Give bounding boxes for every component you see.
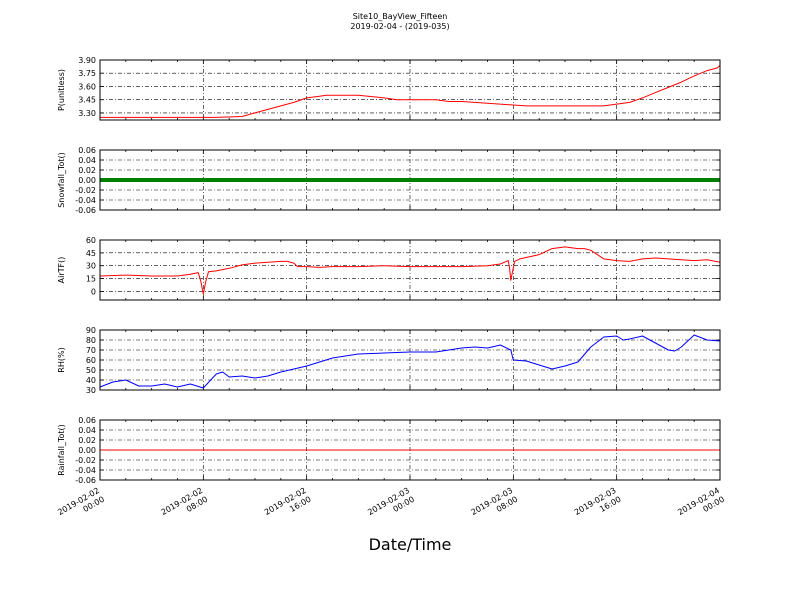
- panel-frame-5: [99, 419, 721, 481]
- y-axis-label-5: Rainfall_Tot(): [57, 424, 66, 476]
- y-tick-label-5-3: 0.02: [78, 436, 96, 445]
- y-tick-label-4-5: 50: [86, 366, 96, 375]
- y-axis-label-1: P(unitless): [57, 69, 66, 111]
- x-tick-label-2: 2019-02-0208:00: [160, 486, 210, 526]
- y-tick-label-5-5: -0.02: [75, 456, 96, 465]
- y-tick-label-4-4: 60: [86, 356, 96, 365]
- panel-frame-4: [99, 329, 721, 391]
- chart-title-line2: 2019-02-04 - (2019-035): [350, 22, 449, 31]
- y-tick-label-2-3: 0.02: [78, 166, 96, 175]
- y-tick-label-4-7: 30: [86, 386, 96, 395]
- panel-1: 3.30 3.45 3.60 3.75 3.90 P(unitless): [57, 56, 721, 121]
- y-tick-label-3-2: 45: [86, 249, 96, 258]
- panel-frame-1: [99, 59, 721, 121]
- y-tick-label-2-2: 0.04: [78, 156, 96, 165]
- y-tick-label-5-1: 0.06: [78, 416, 96, 425]
- x-tick-label-5: 2019-02-0308:00: [470, 486, 520, 526]
- x-tick-label-7: 2019-02-0400:00: [676, 486, 726, 526]
- x-tick-label-6: 2019-02-0316:00: [573, 486, 623, 526]
- y-tick-label-5-7: -0.06: [75, 476, 96, 485]
- y-axis-label-3: AirTF(): [57, 257, 66, 284]
- series-line-1: [100, 64, 721, 118]
- y-tick-label-4-1: 90: [86, 326, 96, 335]
- y-tick-label-2-4: 0.00: [78, 176, 96, 185]
- y-tick-label-3-5: 0: [91, 287, 96, 296]
- panel-3: 60 45 30 15 0 AirTF(): [57, 236, 721, 301]
- y-tick-label-2-1: 0.06: [78, 146, 96, 155]
- panel-frame-3: [99, 239, 721, 301]
- y-tick-label-5-4: 0.00: [78, 446, 96, 455]
- y-tick-label-1-4: 3.75: [78, 69, 96, 78]
- y-axis-label-4: RH(%): [57, 347, 66, 372]
- panels-group: 3.303.453.603.753.90P(unitless)0.060.040…: [57, 56, 721, 485]
- x-tick-labels-group: 2019-02-0200:00 2019-02-0208:00 2019-02-02…: [56, 486, 726, 526]
- y-tick-label-3-1: 60: [86, 236, 96, 245]
- y-axis-label-2: Snowfall_Tot(): [57, 152, 66, 208]
- series-line-3: [99, 246, 721, 295]
- y-tick-label-2-7: -0.06: [75, 206, 96, 215]
- y-tick-label-3-4: 15: [86, 275, 96, 284]
- chart-title-line1: Site10_BayView_Fifteen: [353, 12, 448, 21]
- panel-2: 0.060.040.020.00-0.02-0.04-0.06 Snowfall_…: [57, 146, 721, 215]
- x-tick-label-4: 2019-02-0300:00: [366, 486, 416, 526]
- y-tick-label-5-2: 0.04: [78, 426, 96, 435]
- panel-5: 0.060.040.020.00-0.02-0.04-0.06 Rainfall_…: [57, 416, 721, 485]
- y-tick-label-4-3: 70: [86, 346, 96, 355]
- y-tick-label-4-6: 40: [86, 376, 96, 385]
- series-line-4: [99, 334, 721, 389]
- y-tick-label-2-5: -0.02: [75, 186, 96, 195]
- x-tick-label-3: 2019-02-0216:00: [263, 486, 313, 526]
- x-axis-label: Date/Time: [369, 535, 452, 554]
- panel-frame-2: [99, 149, 721, 211]
- y-tick-label-3-3: 30: [86, 262, 96, 271]
- y-tick-label-2-6: -0.04: [75, 196, 96, 205]
- y-tick-label-4-2: 80: [86, 336, 96, 345]
- y-tick-label-5-6: -0.04: [75, 466, 96, 475]
- x-tick-label-1: 2019-02-0200:00: [56, 486, 106, 526]
- y-tick-label-1-2: 3.45: [78, 96, 96, 105]
- y-tick-label-1-3: 3.60: [78, 82, 96, 91]
- y-tick-label-1-1: 3.30: [78, 109, 96, 118]
- y-tick-label-1-5: 3.90: [78, 56, 96, 65]
